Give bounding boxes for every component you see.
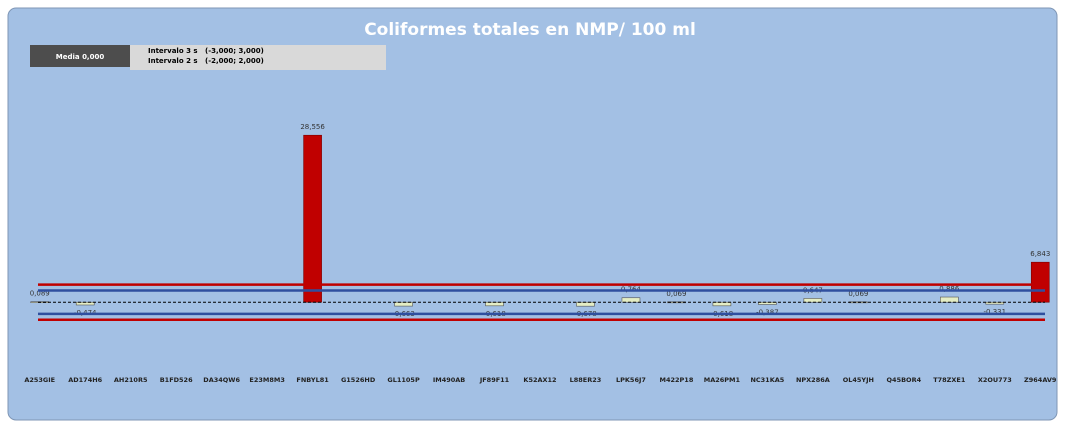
x-tick-label: NC31KA5 [750, 376, 784, 384]
bar [485, 301, 504, 307]
bar [394, 301, 413, 307]
bar [940, 296, 959, 303]
bar [621, 297, 641, 303]
x-tick-label: AD174H6 [68, 376, 102, 384]
x-tick-label: NPX286A [796, 376, 830, 384]
value-label: 28,556 [300, 123, 325, 131]
panel [7, 7, 1058, 421]
value-label: 0,886 [939, 285, 960, 293]
bar [303, 134, 322, 303]
x-tick-label: GL1105P [387, 376, 420, 384]
x-tick-label: M422P18 [660, 376, 694, 384]
x-tick-label: Q45BOR4 [887, 376, 922, 384]
x-tick-label: T78ZXE1 [933, 376, 966, 384]
value-label: -0,387 [756, 308, 779, 316]
bar [712, 301, 732, 307]
x-tick-label: DA34QW6 [203, 376, 240, 384]
x-tick-label: Z964AV9 [1024, 376, 1057, 384]
x-tick-label: OL45YJH [843, 376, 874, 384]
x-tick-label: G1526HD [341, 376, 376, 384]
interval-range: (-3,000; 3,000) [205, 47, 264, 55]
mean-box [30, 45, 130, 67]
x-tick-label: JF89F11 [479, 376, 510, 384]
x-tick-label: IM490AB [433, 376, 465, 384]
x-tick-label: E23M8M3 [249, 376, 284, 384]
x-tick-label: A253GIE [24, 376, 55, 384]
interval-label: Intervalo 3 s [148, 47, 198, 55]
value-label: 0,089 [30, 290, 50, 298]
x-tick-label: B1FD526 [160, 376, 193, 384]
bar [576, 301, 595, 307]
value-label: 6,843 [1030, 250, 1050, 258]
interval-label: Intervalo 2 s [148, 57, 198, 65]
x-tick-label: X2OU773 [978, 376, 1012, 384]
value-label: 0,069 [666, 290, 686, 298]
interval-box [130, 45, 386, 70]
interval-range: (-2,000; 2,000) [205, 57, 264, 65]
x-tick-label: K52AX12 [523, 376, 556, 384]
x-tick-label: MA26PM1 [704, 376, 741, 384]
mean-label: Media 0,000 [56, 53, 105, 61]
chart-title: Coliformes totales en NMP/ 100 ml [364, 20, 696, 40]
x-tick-label: L88ER23 [570, 376, 602, 384]
value-label: -0,331 [983, 308, 1006, 316]
bar [803, 298, 823, 303]
value-label: 0,069 [848, 290, 868, 298]
x-tick-label: LPK56J7 [616, 376, 646, 384]
x-tick-label: FNBYL81 [296, 376, 329, 384]
bar [1030, 261, 1050, 303]
bar [758, 301, 777, 305]
x-tick-label: AH210R5 [114, 376, 148, 384]
